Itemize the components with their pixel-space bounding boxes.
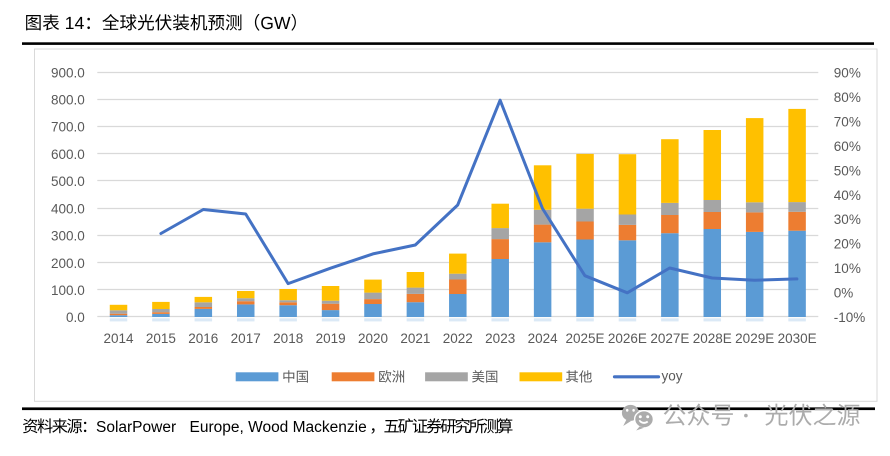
svg-text:40%: 40% <box>834 188 861 203</box>
svg-text:800.0: 800.0 <box>51 93 85 108</box>
svg-text:200.0: 200.0 <box>51 256 85 271</box>
svg-text:2017: 2017 <box>231 331 261 346</box>
svg-text:2019: 2019 <box>316 331 346 346</box>
svg-text:70%: 70% <box>834 114 861 129</box>
svg-text:20%: 20% <box>834 237 861 252</box>
svg-text:2029E: 2029E <box>735 331 774 346</box>
svg-text:Europe, Wood Mackenzie: Europe, Wood Mackenzie <box>190 419 367 436</box>
svg-text:2022: 2022 <box>443 331 473 346</box>
svg-text:2016: 2016 <box>188 331 218 346</box>
svg-text:500.0: 500.0 <box>51 174 85 189</box>
svg-text:2025E: 2025E <box>565 331 604 346</box>
svg-text:2026E: 2026E <box>608 331 647 346</box>
svg-text:900.0: 900.0 <box>51 65 85 80</box>
svg-text:SolarPower: SolarPower <box>96 419 176 436</box>
svg-text:2027E: 2027E <box>650 331 689 346</box>
svg-text:2020: 2020 <box>358 331 388 346</box>
svg-text:100.0: 100.0 <box>51 283 85 298</box>
svg-text:0.0: 0.0 <box>66 310 85 325</box>
svg-text:60%: 60% <box>834 139 861 154</box>
svg-text:2028E: 2028E <box>693 331 732 346</box>
svg-text:90%: 90% <box>834 65 861 80</box>
svg-text:10%: 10% <box>834 261 861 276</box>
svg-text:2024: 2024 <box>528 331 559 346</box>
svg-text:80%: 80% <box>834 90 861 105</box>
svg-text:600.0: 600.0 <box>51 147 85 162</box>
svg-text:2023: 2023 <box>485 331 515 346</box>
svg-text:300.0: 300.0 <box>51 229 85 244</box>
svg-text:2014: 2014 <box>103 331 134 346</box>
svg-text:400.0: 400.0 <box>51 201 85 216</box>
svg-text:2030E: 2030E <box>778 331 817 346</box>
svg-text:2015: 2015 <box>146 331 176 346</box>
svg-text:700.0: 700.0 <box>51 120 85 135</box>
svg-text:0%: 0% <box>834 286 854 301</box>
svg-text:2018: 2018 <box>273 331 303 346</box>
svg-text:-10%: -10% <box>834 310 866 325</box>
svg-text:50%: 50% <box>834 163 861 178</box>
svg-text:30%: 30% <box>834 212 861 227</box>
svg-text:yoy: yoy <box>662 369 683 384</box>
svg-text:2021: 2021 <box>400 331 430 346</box>
